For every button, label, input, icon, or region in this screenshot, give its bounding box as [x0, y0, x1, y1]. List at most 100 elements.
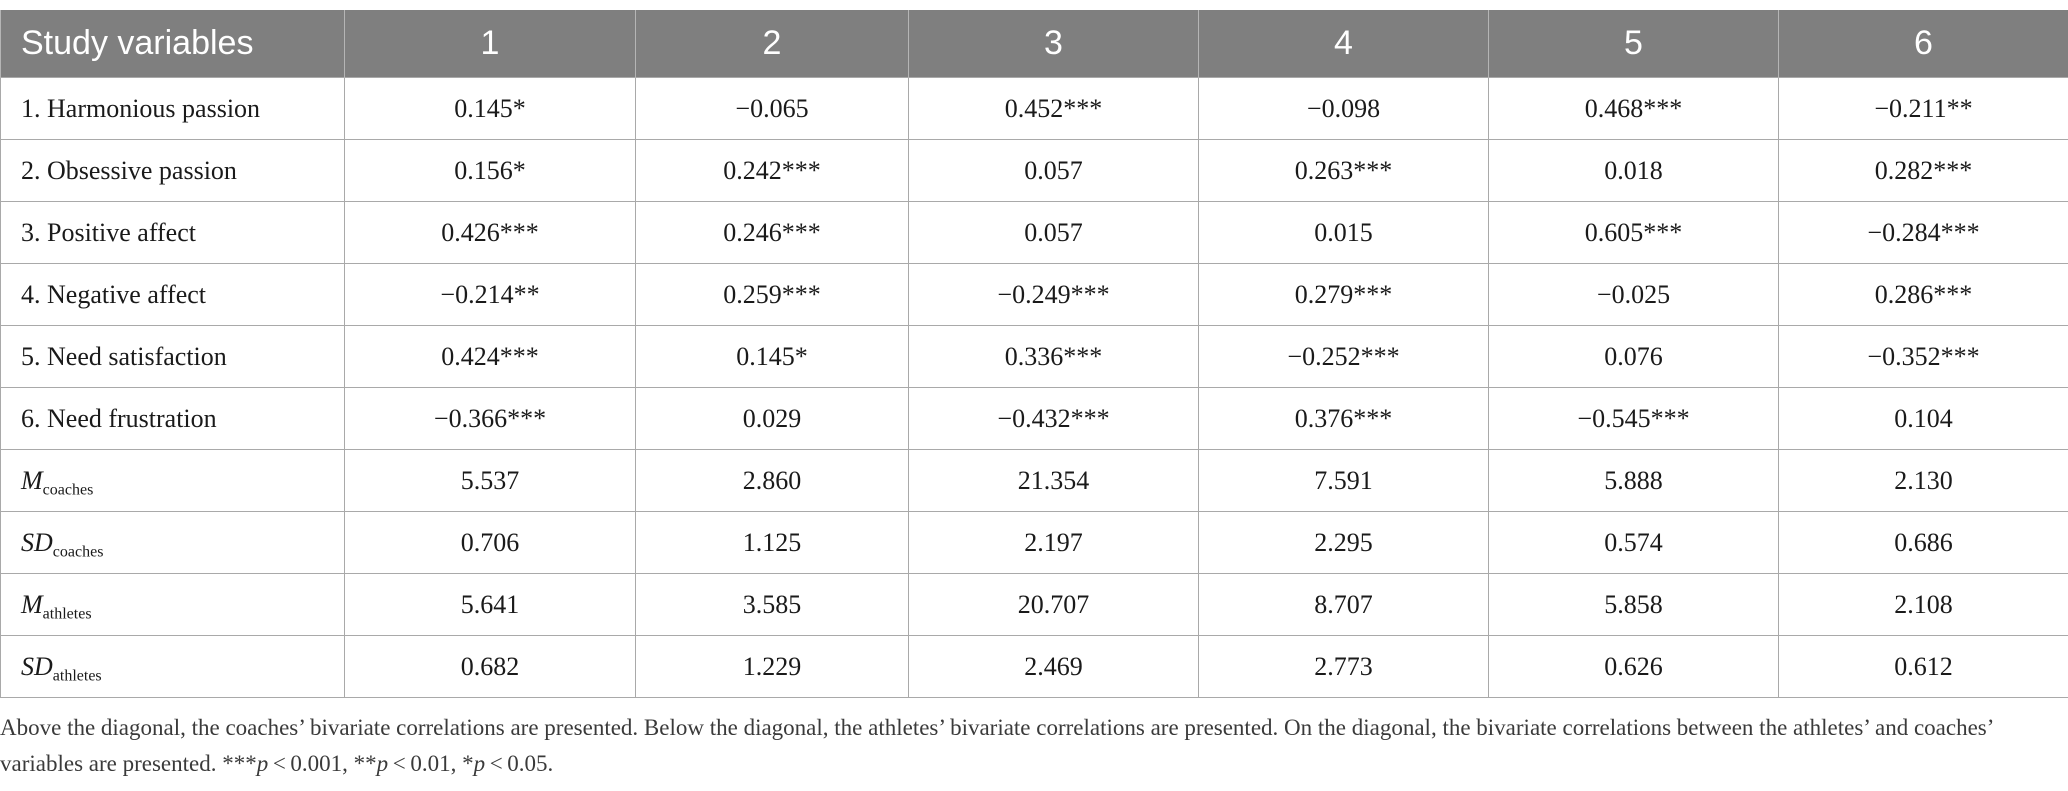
table-row: 6. Need frustration −0.366*** 0.029 −0.4… — [0, 387, 2068, 450]
table-cell: 0.246*** — [635, 201, 909, 264]
table-cell: 5.641 — [344, 573, 636, 636]
row-label: 4. Negative affect — [0, 263, 345, 326]
table-cell: 2.130 — [1778, 449, 2068, 512]
stat-label: Mcoaches — [0, 449, 345, 512]
table-cell: 0.145* — [635, 325, 909, 388]
sig-p-3: p — [256, 751, 269, 776]
table-cell: 0.626 — [1488, 635, 1779, 698]
stat-symbol: M — [21, 465, 43, 495]
row-label: 3. Positive affect — [0, 201, 345, 264]
table-cell: 5.537 — [344, 449, 636, 512]
table-cell: 0.282*** — [1778, 139, 2068, 202]
table-cell: 0.574 — [1488, 511, 1779, 574]
table-cell: 8.707 — [1198, 573, 1489, 636]
sig-threshold-1: < 0.05. — [485, 751, 554, 776]
table-cell: −0.098 — [1198, 77, 1489, 140]
stat-symbol: SD — [21, 651, 53, 681]
table-cell: 20.707 — [908, 573, 1199, 636]
table-cell: −0.211** — [1778, 77, 2068, 140]
table-cell: 2.469 — [908, 635, 1199, 698]
table-cell: 0.145* — [344, 77, 636, 140]
table-cell: −0.249*** — [908, 263, 1199, 326]
table-cell: 1.229 — [635, 635, 909, 698]
table-cell: −0.366*** — [344, 387, 636, 450]
sig-p-2: p — [376, 751, 389, 776]
table-cell: 7.591 — [1198, 449, 1489, 512]
table-row: 2. Obsessive passion 0.156* 0.242*** 0.0… — [0, 139, 2068, 202]
correlation-table: Study variables 1 2 3 4 5 6 1. Harmoniou… — [0, 10, 2068, 698]
table-cell: 0.426*** — [344, 201, 636, 264]
stat-label: SDathletes — [0, 635, 345, 698]
header-col-1: 1 — [344, 10, 636, 78]
row-label: 2. Obsessive passion — [0, 139, 345, 202]
table-cell: 0.682 — [344, 635, 636, 698]
sig-star-3: *** — [222, 751, 257, 776]
table-cell: 0.018 — [1488, 139, 1779, 202]
table-cell: 0.263*** — [1198, 139, 1489, 202]
table-cell: 0.156* — [344, 139, 636, 202]
sig-threshold-3: < 0.001 — [268, 751, 343, 776]
table-cell: 0.605*** — [1488, 201, 1779, 264]
table-cell: 2.197 — [908, 511, 1199, 574]
stat-symbol: M — [21, 589, 43, 619]
header-col-2: 2 — [635, 10, 909, 78]
table-cell: 1.125 — [635, 511, 909, 574]
table-cell: 0.686 — [1778, 511, 2068, 574]
sig-star-1: * — [462, 751, 474, 776]
row-label: 6. Need frustration — [0, 387, 345, 450]
table-cell: 0.424*** — [344, 325, 636, 388]
table-header-row: Study variables 1 2 3 4 5 6 — [0, 10, 2068, 78]
table-cell: 0.259*** — [635, 263, 909, 326]
table-footnote: Above the diagonal, the coaches’ bivaria… — [0, 715, 1993, 776]
table-cell: 0.279*** — [1198, 263, 1489, 326]
table-cell: 0.468*** — [1488, 77, 1779, 140]
table-cell: 0.029 — [635, 387, 909, 450]
table-cell: −0.025 — [1488, 263, 1779, 326]
table-cell: −0.214** — [344, 263, 636, 326]
table-cell: 0.376*** — [1198, 387, 1489, 450]
header-col-6: 6 — [1778, 10, 2068, 78]
table-cell: 2.773 — [1198, 635, 1489, 698]
table-cell: −0.252*** — [1198, 325, 1489, 388]
header-col-4: 4 — [1198, 10, 1489, 78]
table-row: 1. Harmonious passion 0.145* −0.065 0.45… — [0, 77, 2068, 140]
table-cell: 0.336*** — [908, 325, 1199, 388]
stat-row: Mathletes 5.641 3.585 20.707 8.707 5.858… — [0, 573, 2068, 636]
header-col-3: 3 — [908, 10, 1199, 78]
stat-label: SDcoaches — [0, 511, 345, 574]
table-cell: −0.432*** — [908, 387, 1199, 450]
table-cell: 5.858 — [1488, 573, 1779, 636]
stat-subscript: coaches — [52, 543, 104, 561]
table-row: 5. Need satisfaction 0.424*** 0.145* 0.3… — [0, 325, 2068, 388]
table-cell: 5.888 — [1488, 449, 1779, 512]
table-cell: 21.354 — [908, 449, 1199, 512]
table-cell: 0.015 — [1198, 201, 1489, 264]
row-label: 5. Need satisfaction — [0, 325, 345, 388]
table-cell: 0.057 — [908, 139, 1199, 202]
stat-row: Mcoaches 5.537 2.860 21.354 7.591 5.888 … — [0, 449, 2068, 512]
stat-row: SDcoaches 0.706 1.125 2.197 2.295 0.574 … — [0, 511, 2068, 574]
stat-subscript: athletes — [52, 667, 102, 685]
table-cell: 2.295 — [1198, 511, 1489, 574]
table-cell: 0.706 — [344, 511, 636, 574]
table-cell: −0.065 — [635, 77, 909, 140]
table-row: 4. Negative affect −0.214** 0.259*** −0.… — [0, 263, 2068, 326]
table-cell: 2.860 — [635, 449, 909, 512]
stat-label: Mathletes — [0, 573, 345, 636]
table-cell: 0.612 — [1778, 635, 2068, 698]
table-cell: 0.286*** — [1778, 263, 2068, 326]
header-col-5: 5 — [1488, 10, 1779, 78]
stat-row: SDathletes 0.682 1.229 2.469 2.773 0.626… — [0, 635, 2068, 698]
stat-symbol: SD — [21, 527, 53, 557]
table-cell: 0.452*** — [908, 77, 1199, 140]
table-cell: 0.104 — [1778, 387, 2068, 450]
table-cell: −0.284*** — [1778, 201, 2068, 264]
sig-star-2: ** — [353, 751, 377, 776]
row-label: 1. Harmonious passion — [0, 77, 345, 140]
table-cell: −0.352*** — [1778, 325, 2068, 388]
header-study-variables: Study variables — [0, 10, 345, 78]
footnote-text: Above the diagonal, the coaches’ bivaria… — [0, 715, 1993, 776]
stat-subscript: athletes — [42, 605, 92, 623]
table-cell: 0.242*** — [635, 139, 909, 202]
table-cell: 0.076 — [1488, 325, 1779, 388]
